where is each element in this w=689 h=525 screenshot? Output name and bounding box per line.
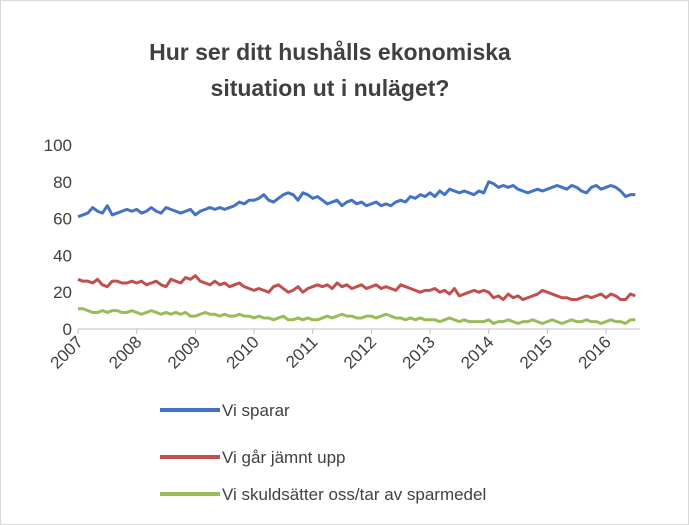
legend-label: Vi skuldsätter oss/tar av sparmedel — [222, 485, 486, 504]
chart-title: Hur ser ditt hushålls ekonomiska situati… — [149, 39, 511, 101]
series-line — [77, 274, 636, 302]
y-tick-label: 20 — [53, 283, 72, 302]
y-tick-label: 0 — [63, 320, 72, 339]
y-tick-label: 40 — [53, 246, 72, 265]
y-tick-label: 80 — [53, 173, 72, 192]
legend-label: Vi sparar — [222, 401, 290, 420]
y-tick-label: 100 — [44, 136, 72, 155]
y-tick-label: 60 — [53, 210, 72, 229]
legend-label: Vi går jämnt upp — [222, 448, 345, 467]
series-line — [78, 307, 636, 325]
series-line — [77, 180, 636, 219]
